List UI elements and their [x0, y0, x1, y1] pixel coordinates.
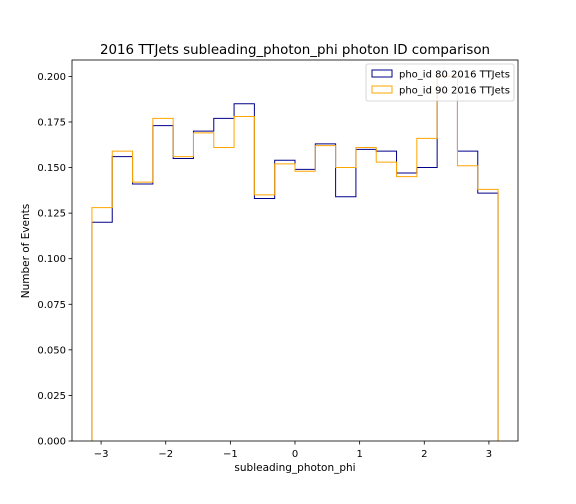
y-tick-label: 0.025 — [37, 391, 66, 402]
y-tick-label: 0.175 — [37, 117, 66, 128]
y-tick-label: 0.000 — [37, 437, 66, 448]
y-tick-label: 0.125 — [37, 209, 66, 220]
legend-box — [365, 63, 515, 102]
y-tick-label: 0.050 — [37, 345, 66, 356]
legend-swatch-2 — [371, 85, 393, 94]
plot-area — [91, 75, 499, 441]
series-line-2 — [91, 75, 499, 441]
x-tick-label: −2 — [158, 449, 173, 460]
y-axis-label: Number of Events — [20, 204, 32, 299]
y-tick-label: 0.200 — [37, 72, 66, 83]
legend-label-1: pho_id 80 2016 TTJets — [399, 70, 510, 81]
y-tick-label: 0.150 — [37, 163, 66, 174]
legend-swatch-1 — [371, 69, 393, 78]
x-tick-label: 3 — [486, 449, 492, 460]
x-tick-label: 1 — [356, 449, 362, 460]
y-tick-label: 0.100 — [37, 254, 66, 265]
x-tick-label: 2 — [421, 449, 427, 460]
legend: pho_id 80 2016 TTJets pho_id 90 2016 TTJe… — [365, 63, 515, 102]
x-tick-label: 0 — [292, 449, 298, 460]
legend-label-2: pho_id 90 2016 TTJets — [399, 86, 510, 97]
chart-title: 2016 TTJets subleading_photon_phi photon… — [100, 43, 490, 58]
x-tick-label: −1 — [223, 449, 238, 460]
x-tick-label: −3 — [94, 449, 109, 460]
x-axis-label: subleading_photon_phi — [234, 462, 355, 474]
axes: −3 −2 −1 0 1 2 3 0.000 0.025 0.050 0.075 0.100 0.125… — [37, 59, 519, 460]
y-tick-label: 0.075 — [37, 300, 66, 311]
